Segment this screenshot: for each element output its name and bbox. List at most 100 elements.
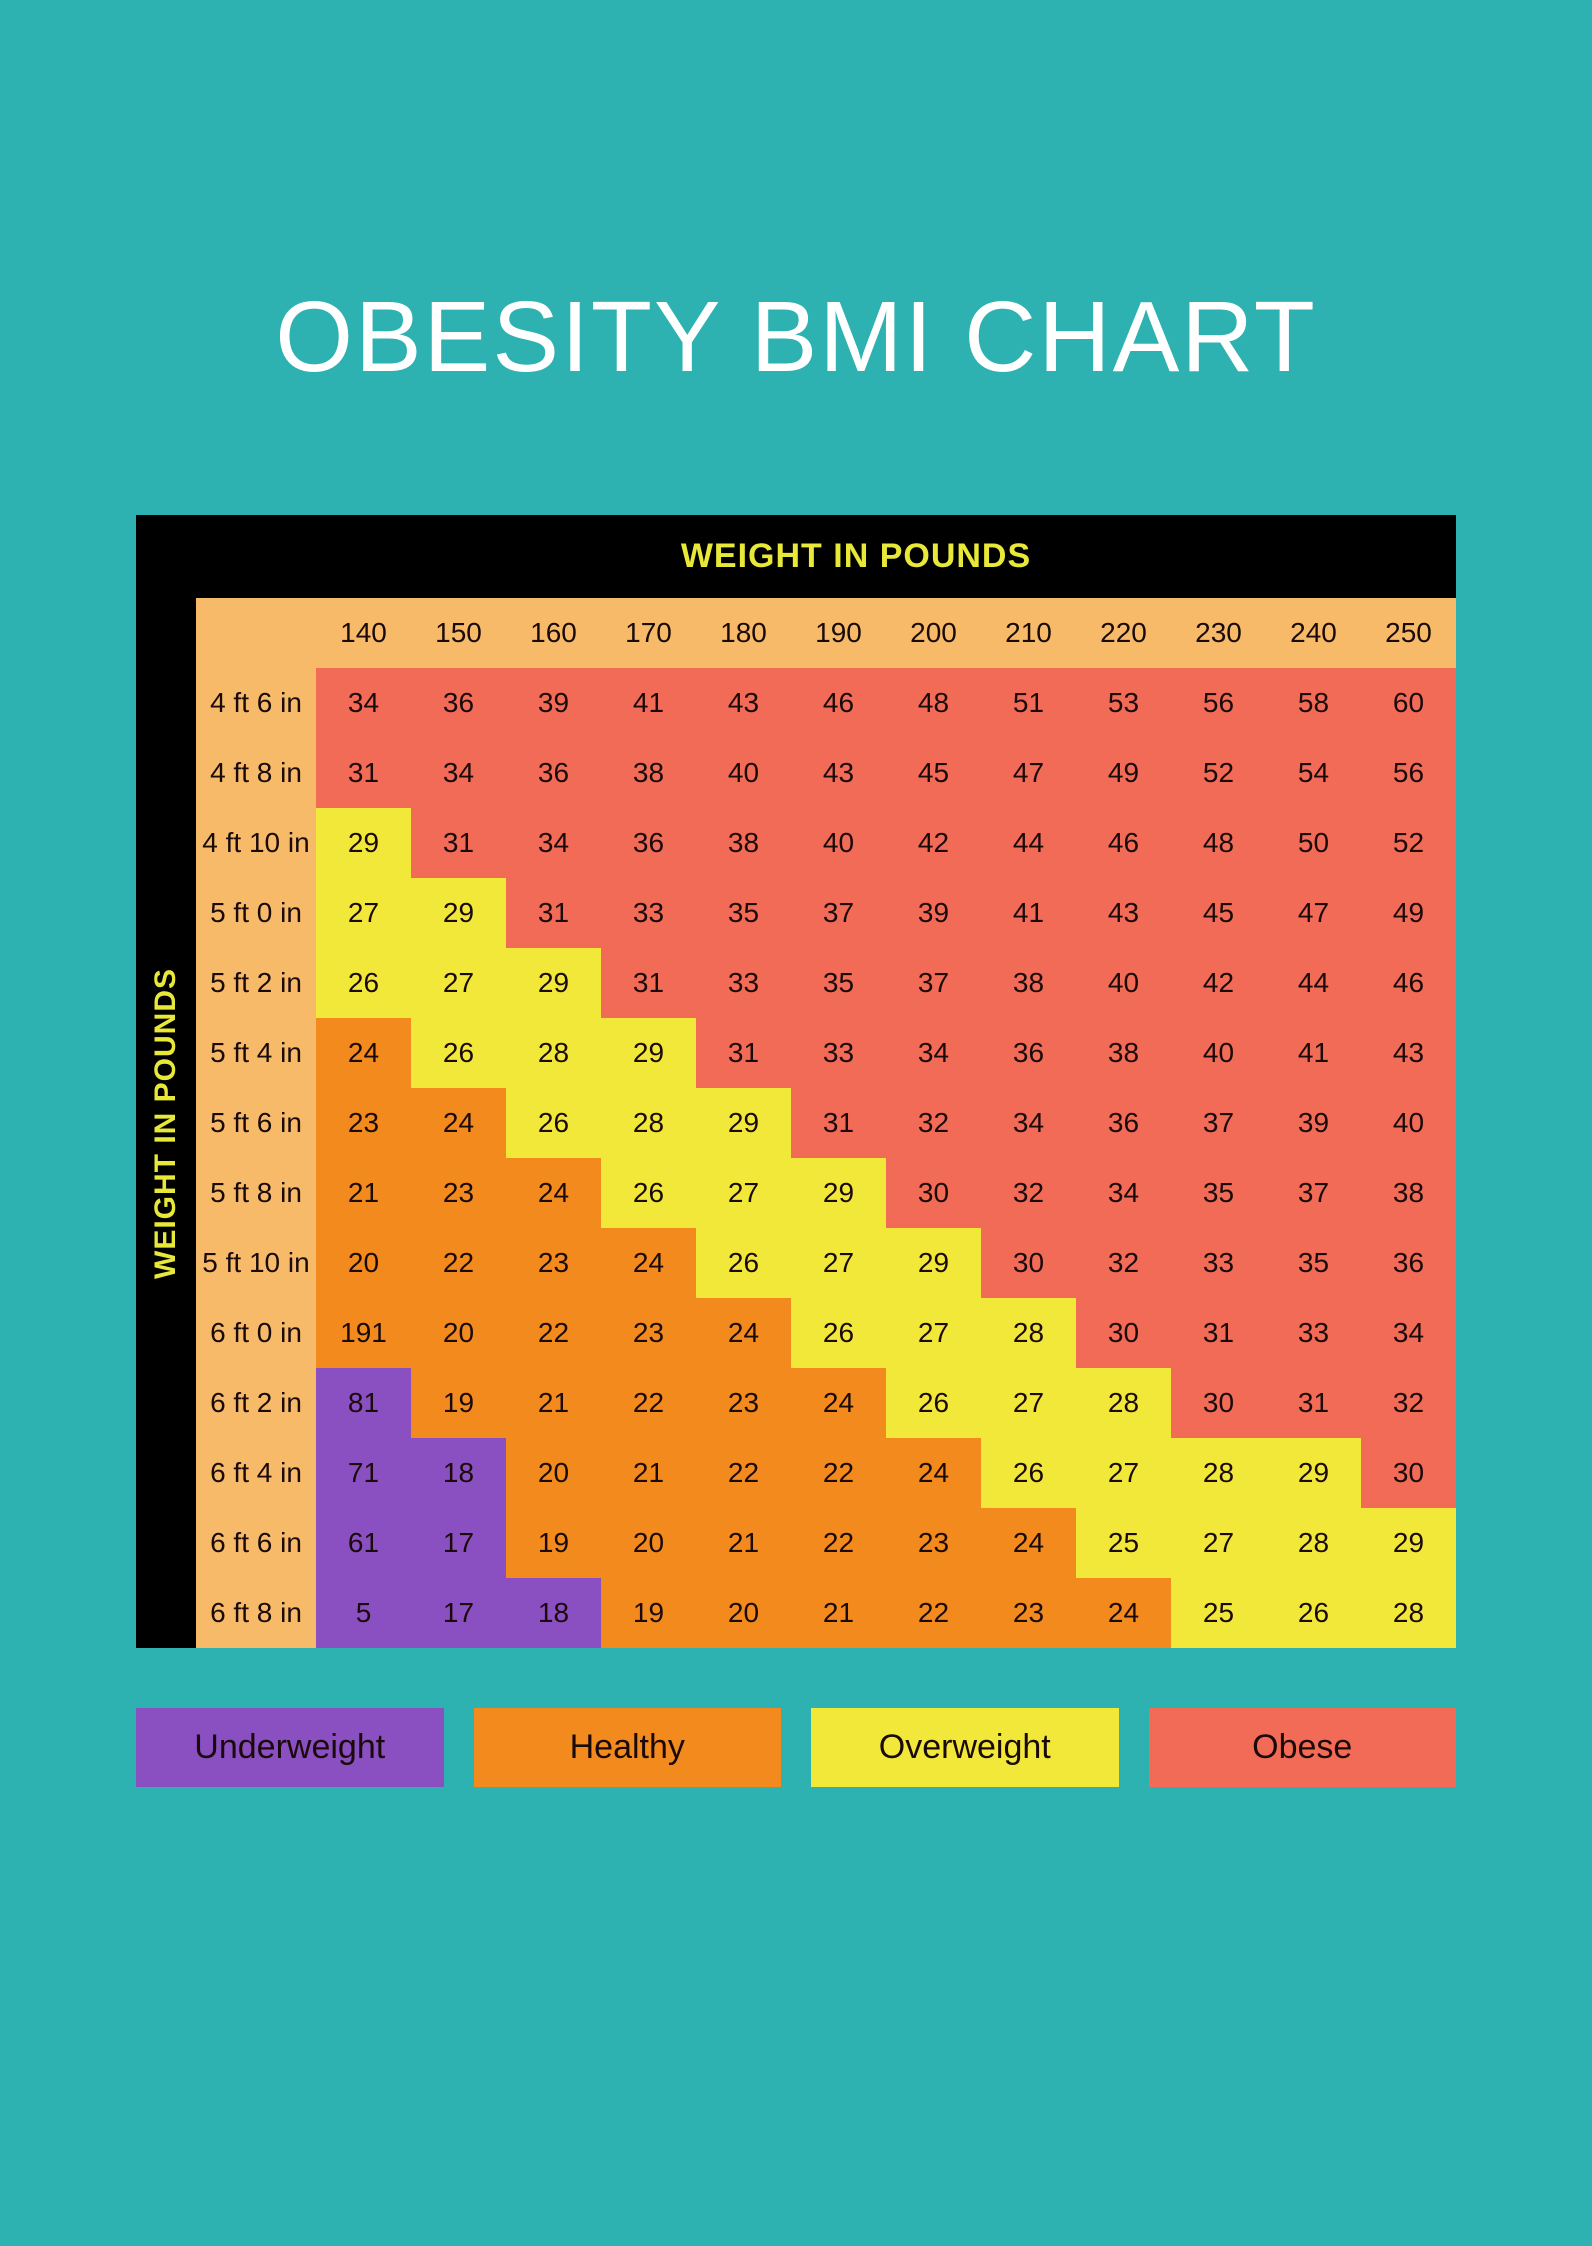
legend-item-overweight: Overweight (811, 1708, 1119, 1787)
legend: UnderweightHealthyOverweightObese (136, 1708, 1456, 1787)
bmi-cell: 26 (791, 1298, 886, 1368)
bmi-cell: 17 (411, 1578, 506, 1648)
height-row-header: 6 ft 8 in (196, 1578, 316, 1648)
bmi-cell: 29 (791, 1158, 886, 1228)
bmi-cell: 48 (1171, 808, 1266, 878)
bmi-cell: 33 (1266, 1298, 1361, 1368)
bmi-cell: 20 (411, 1298, 506, 1368)
bmi-cell: 30 (981, 1228, 1076, 1298)
bmi-cell: 5 (316, 1578, 411, 1648)
weight-col-header: 140 (316, 598, 411, 668)
bmi-cell: 45 (1171, 878, 1266, 948)
bmi-cell: 23 (411, 1158, 506, 1228)
height-row-header: 6 ft 0 in (196, 1298, 316, 1368)
weight-col-header: 210 (981, 598, 1076, 668)
bmi-cell: 71 (316, 1438, 411, 1508)
bmi-cell: 21 (506, 1368, 601, 1438)
bmi-cell: 22 (791, 1508, 886, 1578)
bmi-cell: 26 (1266, 1578, 1361, 1648)
bmi-cell: 31 (696, 1018, 791, 1088)
bmi-cell: 29 (1266, 1438, 1361, 1508)
corner-cell (196, 598, 316, 668)
bmi-cell: 30 (1076, 1298, 1171, 1368)
bmi-cell: 23 (506, 1228, 601, 1298)
bmi-cell: 31 (411, 808, 506, 878)
bmi-cell: 31 (506, 878, 601, 948)
weight-col-header: 180 (696, 598, 791, 668)
bmi-chart: WEIGHT IN POUNDS WEIGHT IN POUNDS 140150… (136, 515, 1456, 1648)
bmi-cell: 24 (601, 1228, 696, 1298)
y-axis-label: WEIGHT IN POUNDS (136, 598, 196, 1648)
bmi-cell: 25 (1171, 1578, 1266, 1648)
bmi-cell: 51 (981, 668, 1076, 738)
bmi-cell: 23 (696, 1368, 791, 1438)
bmi-cell: 26 (886, 1368, 981, 1438)
bmi-cell: 34 (981, 1088, 1076, 1158)
bmi-cell: 31 (1171, 1298, 1266, 1368)
bmi-cell: 27 (886, 1298, 981, 1368)
bmi-cell: 36 (601, 808, 696, 878)
height-row-header: 4 ft 10 in (196, 808, 316, 878)
bmi-cell: 41 (981, 878, 1076, 948)
bmi-cell: 42 (886, 808, 981, 878)
bmi-cell: 28 (981, 1298, 1076, 1368)
legend-item-healthy: Healthy (474, 1708, 782, 1787)
weight-col-header: 240 (1266, 598, 1361, 668)
bmi-cell: 45 (886, 738, 981, 808)
bmi-cell: 20 (696, 1578, 791, 1648)
bmi-cell: 41 (1266, 1018, 1361, 1088)
bmi-cell: 38 (696, 808, 791, 878)
bmi-cell: 46 (1361, 948, 1456, 1018)
bmi-cell: 49 (1076, 738, 1171, 808)
bmi-cell: 56 (1171, 668, 1266, 738)
bmi-cell: 49 (1361, 878, 1456, 948)
bmi-cell: 60 (1361, 668, 1456, 738)
bmi-cell: 38 (1076, 1018, 1171, 1088)
bmi-cell: 18 (506, 1578, 601, 1648)
bmi-cell: 23 (981, 1578, 1076, 1648)
bmi-cell: 47 (981, 738, 1076, 808)
bmi-cell: 27 (791, 1228, 886, 1298)
bmi-cell: 37 (1266, 1158, 1361, 1228)
bmi-cell: 35 (1266, 1228, 1361, 1298)
bmi-cell: 31 (791, 1088, 886, 1158)
bmi-cell: 35 (791, 948, 886, 1018)
bmi-cell: 29 (886, 1228, 981, 1298)
bmi-cell: 24 (506, 1158, 601, 1228)
weight-col-header: 230 (1171, 598, 1266, 668)
bmi-cell: 35 (1171, 1158, 1266, 1228)
bmi-cell: 191 (316, 1298, 411, 1368)
bmi-cell: 44 (1266, 948, 1361, 1018)
bmi-cell: 29 (601, 1018, 696, 1088)
weight-col-header: 190 (791, 598, 886, 668)
bmi-cell: 30 (886, 1158, 981, 1228)
bmi-cell: 19 (601, 1578, 696, 1648)
weight-col-header: 250 (1361, 598, 1456, 668)
bmi-cell: 36 (1076, 1088, 1171, 1158)
bmi-cell: 34 (1076, 1158, 1171, 1228)
bmi-cell: 26 (506, 1088, 601, 1158)
height-row-header: 5 ft 8 in (196, 1158, 316, 1228)
bmi-cell: 46 (1076, 808, 1171, 878)
bmi-cell: 33 (1171, 1228, 1266, 1298)
bmi-cell: 21 (696, 1508, 791, 1578)
bmi-cell: 43 (791, 738, 886, 808)
page-title: OBESITY BMI CHART (275, 280, 1317, 395)
bmi-cell: 27 (696, 1158, 791, 1228)
bmi-cell: 37 (791, 878, 886, 948)
bmi-cell: 23 (886, 1508, 981, 1578)
weight-col-header: 160 (506, 598, 601, 668)
bmi-cell: 50 (1266, 808, 1361, 878)
bmi-cell: 27 (981, 1368, 1076, 1438)
bmi-cell: 27 (1171, 1508, 1266, 1578)
bmi-cell: 38 (1361, 1158, 1456, 1228)
bmi-cell: 40 (1171, 1018, 1266, 1088)
bmi-cell: 40 (696, 738, 791, 808)
legend-item-obese: Obese (1149, 1708, 1457, 1787)
bmi-cell: 28 (1266, 1508, 1361, 1578)
bmi-cell: 21 (791, 1578, 886, 1648)
height-row-header: 4 ft 8 in (196, 738, 316, 808)
bmi-cell: 35 (696, 878, 791, 948)
height-row-header: 5 ft 2 in (196, 948, 316, 1018)
bmi-cell: 29 (506, 948, 601, 1018)
